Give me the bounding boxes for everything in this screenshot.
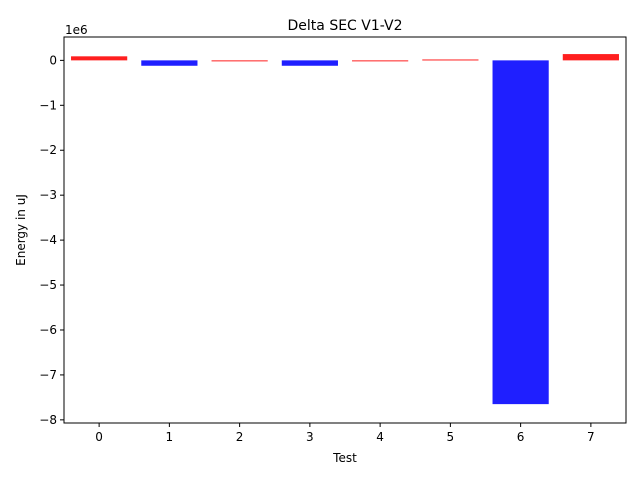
x-tick-label: 7 bbox=[587, 430, 595, 444]
y-tick-label: 0 bbox=[49, 53, 57, 67]
chart-title: Delta SEC V1-V2 bbox=[288, 18, 403, 34]
x-tick-label: 2 bbox=[236, 430, 244, 444]
x-tick-label: 3 bbox=[306, 430, 314, 444]
bar-test-7 bbox=[562, 54, 619, 61]
bar-test-2 bbox=[211, 60, 268, 62]
y-axis-label: Energy in uJ bbox=[14, 194, 28, 266]
y-tick-label: −3 bbox=[39, 188, 57, 202]
bar-test-6 bbox=[492, 60, 549, 405]
plot-frame bbox=[63, 36, 627, 424]
x-tick-label: 1 bbox=[166, 430, 174, 444]
x-tick-label: 0 bbox=[95, 430, 103, 444]
x-tick-label: 4 bbox=[376, 430, 384, 444]
y-tick-label: −4 bbox=[39, 233, 57, 247]
y-tick-label: −5 bbox=[39, 278, 57, 292]
y-tick-label: −6 bbox=[39, 323, 57, 337]
x-axis: 0 1 2 3 4 5 6 7 bbox=[95, 423, 595, 444]
bars-group bbox=[71, 54, 619, 405]
bar-test-4 bbox=[352, 60, 409, 62]
y-tick-label: −1 bbox=[39, 98, 57, 112]
bar-test-0 bbox=[71, 56, 128, 61]
bar-test-1 bbox=[141, 60, 198, 66]
bar-test-3 bbox=[281, 60, 338, 66]
y-offset-text: 1e6 bbox=[65, 23, 88, 37]
y-axis: 0 −1 −2 −3 −4 −5 −6 −7 −8 bbox=[39, 53, 64, 427]
y-tick-label: −2 bbox=[39, 143, 57, 157]
x-axis-label: Test bbox=[332, 451, 357, 465]
bar-test-5 bbox=[422, 59, 479, 61]
x-tick-label: 5 bbox=[447, 430, 455, 444]
x-tick-label: 6 bbox=[517, 430, 525, 444]
y-tick-label: −8 bbox=[39, 413, 57, 427]
y-tick-label: −7 bbox=[39, 368, 57, 382]
